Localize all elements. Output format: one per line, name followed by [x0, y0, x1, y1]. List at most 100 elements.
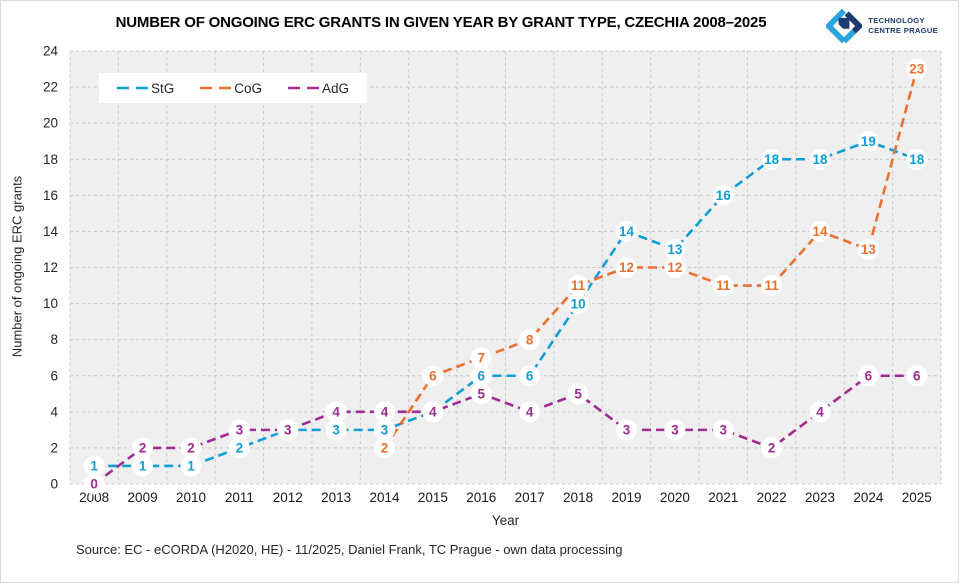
data-point-label: 3: [381, 423, 389, 438]
data-point-label: 8: [526, 332, 534, 347]
data-point-chip: [615, 419, 637, 441]
y-tick-label: 22: [43, 80, 58, 95]
x-tick-label: 2017: [515, 490, 545, 505]
data-point-label: 2: [139, 441, 147, 456]
data-point-chip: [567, 383, 589, 405]
y-tick-label: 12: [43, 260, 58, 275]
data-point-chip: [615, 220, 637, 242]
data-point-label: 18: [764, 152, 780, 167]
data-point-chip: [519, 329, 541, 351]
logo-text-line1: TECHNOLOGY: [868, 16, 925, 25]
data-point-label: 3: [623, 423, 631, 438]
x-tick-label: 2012: [273, 490, 303, 505]
data-point-chip: [422, 365, 444, 387]
data-point-label: 2: [381, 441, 389, 456]
x-tick-label: 2024: [853, 490, 884, 505]
data-point-label: 10: [571, 296, 586, 311]
legend-label: AdG: [322, 80, 350, 96]
x-tick-label: 2022: [757, 490, 787, 505]
data-point-chip: [470, 347, 492, 369]
y-tick-label: 0: [50, 477, 58, 492]
data-point-label: 2: [187, 441, 195, 456]
legend-item-StG: StG: [117, 81, 174, 96]
data-point-chip: [470, 365, 492, 387]
x-tick-label: 2009: [128, 490, 158, 505]
data-point-chip: [325, 401, 347, 423]
legend-item-CoG: CoG: [200, 81, 262, 96]
data-point-label: 6: [478, 368, 486, 383]
legend-label: StG: [151, 80, 175, 96]
data-point-chip: [519, 401, 541, 423]
data-point-chip: [857, 365, 879, 387]
data-point-label: 14: [813, 224, 829, 239]
data-point-chip: [180, 437, 202, 459]
data-point-chip: [664, 257, 686, 278]
data-point-label: 18: [909, 152, 925, 167]
data-point-label: 12: [667, 260, 682, 275]
data-point-label: 3: [284, 423, 292, 438]
data-point-label: 3: [236, 423, 244, 438]
data-point-chip: [422, 401, 444, 423]
data-point-chip: [83, 473, 105, 495]
data-point-chip: [615, 257, 637, 278]
data-point-label: 6: [865, 368, 873, 383]
data-point-label: 7: [478, 350, 486, 365]
data-point-chip: [664, 238, 686, 260]
data-point-chip: [906, 58, 928, 80]
y-tick-label: 20: [43, 116, 58, 131]
data-point-chip: [761, 437, 783, 459]
x-tick-label: 2023: [805, 490, 835, 505]
y-tick-label: 6: [50, 368, 58, 383]
data-point-chip: [228, 419, 250, 441]
data-point-label: 14: [619, 224, 635, 239]
data-point-chip: [761, 148, 783, 170]
legend-dash-icon: [200, 86, 233, 90]
data-point-label: 13: [667, 242, 683, 257]
data-point-chip: [374, 401, 396, 423]
data-point-chip: [809, 401, 831, 423]
data-point-label: 16: [716, 188, 732, 203]
logo-text-line2: CENTRE PRAGUE: [868, 26, 938, 35]
data-point-label: 19: [861, 134, 876, 149]
data-point-chip: [906, 148, 928, 170]
data-point-label: 11: [764, 278, 779, 293]
data-point-label: 0: [90, 477, 98, 492]
y-tick-label: 24: [43, 44, 59, 59]
data-point-label: 4: [429, 405, 437, 420]
data-point-label: 2: [236, 441, 244, 456]
x-tick-label: 2008: [79, 490, 109, 505]
legend-item-AdG: AdG: [288, 81, 349, 96]
data-point-label: 6: [913, 368, 921, 383]
data-point-label: 3: [719, 423, 727, 438]
x-tick-label: 2010: [176, 490, 206, 505]
data-point-chip: [132, 455, 154, 477]
data-point-label: 4: [332, 405, 340, 420]
logo-icon: [826, 8, 863, 44]
y-tick-label: 2: [50, 440, 58, 455]
y-tick-label: 16: [43, 188, 58, 203]
data-point-label: 23: [909, 62, 925, 77]
y-tick-label: 18: [43, 152, 58, 167]
y-tick-label: 10: [43, 296, 58, 311]
x-tick-label: 2013: [321, 490, 351, 505]
data-point-chip: [906, 365, 928, 387]
data-point-label: 6: [429, 368, 437, 383]
company-logo: TECHNOLOGY CENTRE PRAGUE: [826, 8, 938, 44]
data-point-label: 2: [768, 441, 776, 456]
data-point-chip: [712, 419, 734, 441]
data-point-label: 11: [716, 278, 731, 293]
data-point-label: 3: [671, 423, 679, 438]
x-tick-label: 2016: [466, 490, 496, 505]
data-point-chip: [809, 148, 831, 170]
data-point-chip: [761, 275, 783, 297]
x-tick-label: 2011: [225, 490, 254, 505]
x-tick-label: 2020: [660, 490, 690, 505]
x-tick-label: 2021: [708, 490, 738, 505]
data-point-chip: [180, 455, 202, 477]
x-tick-label: 2015: [418, 490, 448, 505]
data-point-chip: [712, 275, 734, 297]
chart-title: NUMBER OF ONGOING ERC GRANTS IN GIVEN YE…: [115, 14, 767, 31]
data-point-chip: [567, 275, 589, 297]
data-point-chip: [325, 419, 347, 441]
